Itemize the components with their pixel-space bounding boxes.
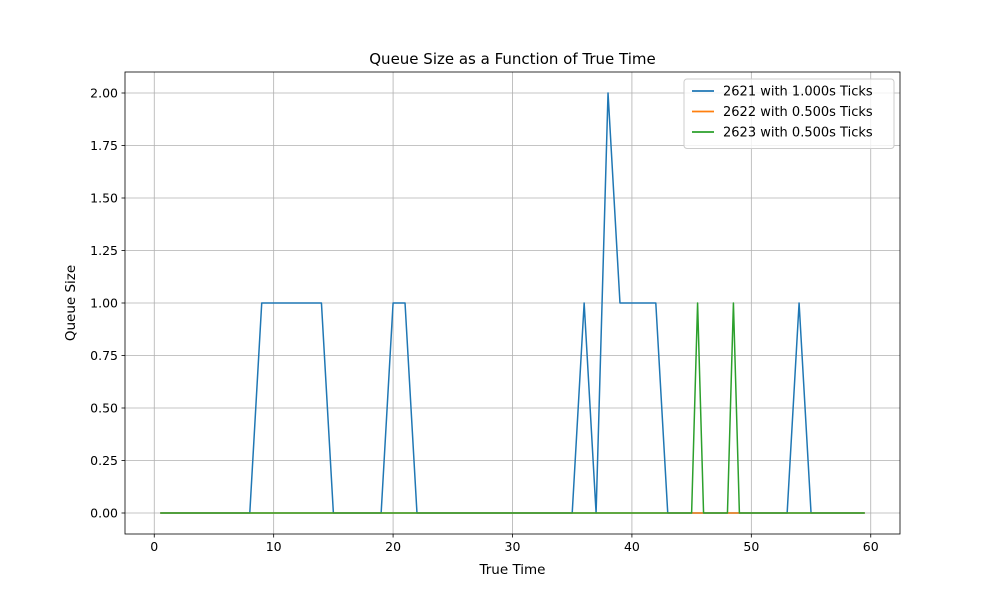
x-tick-label: 0 xyxy=(150,539,158,554)
legend-label: 2622 with 0.500s Ticks xyxy=(723,105,873,120)
x-tick-label: 40 xyxy=(624,539,640,554)
y-tick-label: 1.25 xyxy=(90,243,118,258)
legend: 2621 with 1.000s Ticks 2622 with 0.500s T… xyxy=(683,78,895,149)
legend-label: 2623 with 0.500s Ticks xyxy=(723,126,873,141)
y-tick-label: 2.00 xyxy=(90,86,118,101)
x-tick-label: 60 xyxy=(863,539,879,554)
y-tick-label: 0.00 xyxy=(90,506,118,521)
y-axis-title: Queue Size xyxy=(63,265,79,341)
y-tick-label: 0.50 xyxy=(90,401,118,416)
y-tick-label: 1.75 xyxy=(90,138,118,153)
ticks: 0 10 20 30 40 50 60 0.00 0.25 0.50 0.75 1.00 1.25 1.5… xyxy=(90,86,879,555)
series-line-3 xyxy=(160,302,865,514)
x-tick-label: 30 xyxy=(505,539,521,554)
y-tick-label: 1.00 xyxy=(90,296,118,311)
x-axis-title: True Time xyxy=(478,562,545,578)
x-tick-label: 10 xyxy=(266,539,282,554)
legend-box xyxy=(683,78,895,149)
y-tick-label: 0.25 xyxy=(90,453,118,468)
legend-label: 2621 with 1.000s Ticks xyxy=(723,85,873,100)
x-tick-label: 50 xyxy=(743,539,759,554)
x-tick-label: 20 xyxy=(385,539,401,554)
y-tick-label: 1.50 xyxy=(90,191,118,206)
chart-title: Queue Size as a Function of True Time xyxy=(369,50,655,68)
y-tick-label: 0.75 xyxy=(90,348,118,363)
series-lines xyxy=(160,92,865,514)
